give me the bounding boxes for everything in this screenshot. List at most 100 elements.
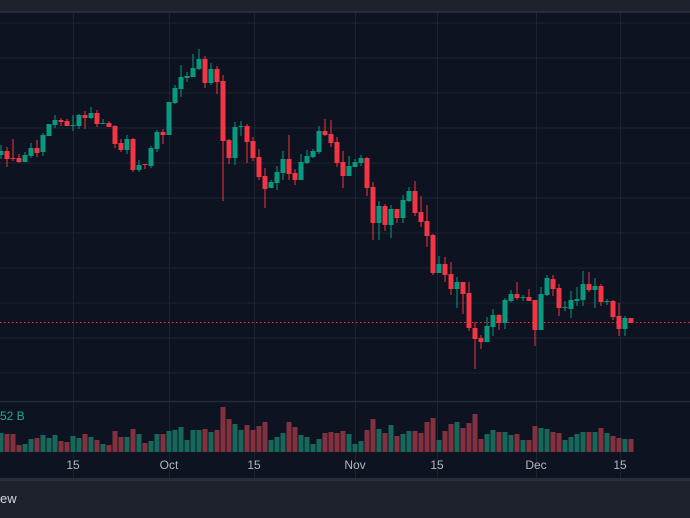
bottom-panel-tab[interactable]: ew bbox=[0, 491, 17, 506]
volume-bar bbox=[484, 434, 490, 452]
candle-body bbox=[124, 139, 130, 150]
volume-bar bbox=[586, 432, 592, 452]
candle-body bbox=[148, 148, 154, 166]
volume-bar bbox=[130, 429, 136, 452]
candle-body bbox=[274, 172, 280, 183]
volume-bar bbox=[184, 440, 190, 452]
candle-body bbox=[226, 140, 232, 158]
candle-body bbox=[46, 124, 52, 136]
volume-bar bbox=[562, 440, 568, 452]
volume-bar bbox=[190, 430, 196, 452]
candle-body bbox=[64, 121, 70, 126]
candle-body bbox=[472, 328, 478, 339]
candle-body bbox=[562, 307, 568, 308]
candle-body bbox=[52, 120, 58, 125]
volume-bar bbox=[58, 441, 64, 452]
volume-bar bbox=[274, 437, 280, 452]
candle-body bbox=[178, 77, 184, 89]
candle-body bbox=[436, 264, 442, 273]
volume-bar bbox=[226, 419, 232, 452]
volume-bar bbox=[352, 444, 358, 452]
volume-bar bbox=[430, 418, 436, 452]
volume-bar bbox=[178, 427, 184, 452]
volume-bar bbox=[256, 426, 262, 452]
candle-body bbox=[406, 191, 412, 201]
volume-bar bbox=[628, 439, 634, 452]
candle-body bbox=[334, 142, 340, 163]
volume-bar bbox=[34, 438, 40, 452]
volume-bar bbox=[214, 430, 220, 452]
candle-body bbox=[118, 143, 124, 150]
candle-body bbox=[136, 165, 142, 170]
volume-value-label: 52 B bbox=[0, 409, 25, 423]
volume-bar bbox=[400, 434, 406, 452]
candle-body bbox=[418, 212, 424, 222]
candle-body bbox=[364, 158, 370, 188]
volume-bar bbox=[610, 436, 616, 452]
x-tick-label: Dec bbox=[525, 458, 547, 472]
candle-body bbox=[442, 264, 448, 275]
volume-bar bbox=[250, 430, 256, 452]
candle-body bbox=[76, 115, 82, 126]
volume-bar bbox=[100, 444, 106, 452]
volume-bar bbox=[208, 432, 214, 452]
candle-body bbox=[82, 115, 88, 118]
volume-bar bbox=[106, 445, 112, 452]
candle-body bbox=[190, 68, 196, 77]
candle-body bbox=[202, 59, 208, 83]
candle-body bbox=[4, 151, 10, 159]
candle-body bbox=[106, 123, 112, 127]
x-tick-label: 15 bbox=[247, 458, 261, 472]
volume-bar bbox=[10, 434, 16, 452]
volume-bar bbox=[22, 444, 28, 452]
candle-body bbox=[604, 301, 610, 302]
candle-body bbox=[412, 191, 418, 213]
candle-body bbox=[328, 134, 334, 143]
candle-body bbox=[40, 135, 46, 152]
volume-bar bbox=[160, 434, 166, 452]
volume-bar bbox=[136, 434, 142, 452]
candle-body bbox=[130, 139, 136, 170]
candle-body bbox=[580, 284, 586, 300]
candle-body bbox=[208, 69, 214, 83]
volume-bar bbox=[154, 434, 160, 452]
candle-body bbox=[496, 315, 502, 323]
candlestick-chart[interactable] bbox=[0, 0, 690, 478]
candle-body bbox=[616, 316, 622, 329]
volume-bar bbox=[436, 440, 442, 452]
candle-body bbox=[0, 151, 4, 155]
candle-body bbox=[28, 148, 34, 156]
volume-bar bbox=[442, 431, 448, 452]
volume-bar bbox=[382, 433, 388, 452]
x-tick-label: 15 bbox=[613, 458, 627, 472]
candle-body bbox=[196, 59, 202, 69]
candle-body bbox=[214, 69, 220, 82]
candle-body bbox=[520, 297, 526, 298]
candle-body bbox=[88, 113, 94, 118]
candle-body bbox=[370, 187, 376, 223]
bottom-panel: ew bbox=[0, 478, 690, 518]
candle-body bbox=[568, 300, 574, 309]
candle-body bbox=[508, 294, 514, 301]
candle-body bbox=[160, 132, 166, 135]
volume-bar bbox=[118, 437, 124, 452]
volume-bar bbox=[520, 440, 526, 452]
candle-body bbox=[382, 206, 388, 225]
volume-bar bbox=[304, 437, 310, 452]
volume-bar bbox=[232, 424, 238, 452]
candle-body bbox=[256, 157, 262, 177]
candle-body bbox=[574, 299, 580, 301]
volume-bar bbox=[568, 437, 574, 452]
volume-bar bbox=[88, 437, 94, 452]
candle-body bbox=[268, 182, 274, 188]
volume-bar bbox=[448, 424, 454, 452]
volume-bar bbox=[538, 428, 544, 452]
volume-bar bbox=[580, 432, 586, 452]
volume-bar bbox=[328, 432, 334, 452]
candle-body bbox=[622, 318, 628, 329]
candle-body bbox=[220, 81, 226, 141]
volume-bar bbox=[424, 422, 430, 452]
volume-bar bbox=[358, 441, 364, 452]
candle-body bbox=[478, 338, 484, 342]
candle-body bbox=[10, 158, 16, 159]
